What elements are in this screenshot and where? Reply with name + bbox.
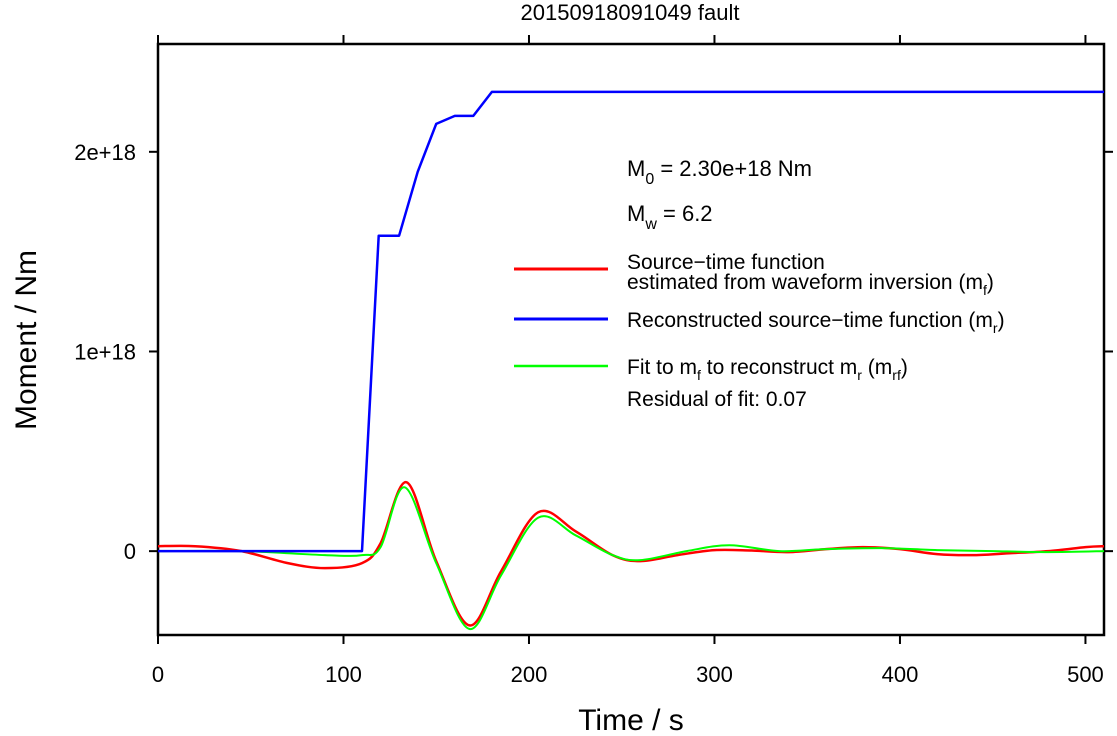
x-tick-label: 0 [152, 662, 164, 687]
legend-label-red-line1: Source−time function [627, 251, 825, 274]
series-lines [157, 90, 1105, 630]
y-tick-label: 2e+18 [74, 140, 136, 165]
x-axis-label: Time / s [578, 704, 684, 736]
y-tick-label: 0 [124, 539, 136, 564]
x-tick-label: 200 [511, 662, 548, 687]
y-axis-label: Moment / Nm [10, 250, 43, 430]
x-tick-label: 400 [882, 662, 919, 687]
legend: Source−time function estimated from wave… [514, 251, 1005, 411]
x-tick-label: 500 [1067, 662, 1104, 687]
fit-line [157, 486, 1105, 630]
plot-frame [156, 42, 1106, 637]
seismic-moment-annotation: M0 = 2.30e+18 Nm [627, 156, 812, 188]
y-tick-label: 1e+18 [74, 339, 136, 364]
residual-annotation: Residual of fit: 0.07 [627, 388, 807, 411]
x-tick-label: 100 [325, 662, 362, 687]
moment-magnitude-annotation: Mw = 6.2 [627, 201, 713, 233]
reconstructed-stf-line [158, 90, 1104, 553]
legend-label-blue: Reconstructed source−time function (mr) [627, 309, 1005, 336]
axis-ticks: 0 100 200 300 400 500 0 1e+18 2e+18 [74, 35, 1113, 687]
chart-title: 20150918091049 fault [521, 0, 740, 25]
legend-label-red-line2: estimated from waveform inversion (mf) [627, 271, 994, 298]
legend-label-green: Fit to mf to reconstruct mr (mrf) [627, 356, 908, 383]
x-tick-label: 300 [696, 662, 733, 687]
